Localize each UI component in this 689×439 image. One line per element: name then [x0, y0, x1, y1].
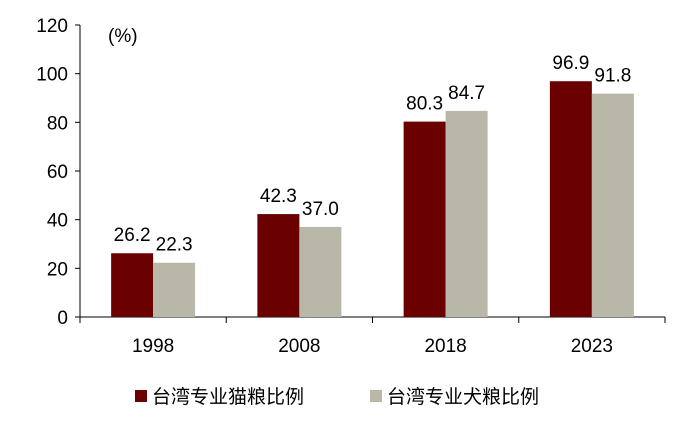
data-label: 42.3: [260, 186, 297, 207]
data-label: 91.8: [594, 66, 631, 87]
y-tick-label: 20: [47, 259, 68, 280]
data-label: 22.3: [156, 235, 193, 256]
x-tick-label: 1998: [132, 336, 174, 357]
y-tick-label: 0: [57, 308, 68, 329]
legend-label: 台湾专业犬粮比例: [387, 386, 539, 408]
y-tick-label: 120: [36, 16, 68, 37]
data-label: 37.0: [302, 199, 339, 220]
y-tick-label: 80: [47, 113, 68, 134]
legend: 台湾专业猫粮比例 台湾专业犬粮比例: [135, 386, 539, 408]
data-label: 96.9: [552, 53, 589, 74]
legend-swatch: [135, 390, 147, 402]
legend-swatch: [370, 390, 382, 402]
bar-dog-2023: [591, 93, 634, 318]
data-label: 26.2: [114, 225, 151, 246]
bar-cat-2008: [257, 214, 300, 317]
y-tick-label: 60: [47, 162, 68, 183]
data-label: 80.3: [406, 94, 443, 115]
bar-cat-1998: [111, 253, 154, 317]
x-tick-label: 2023: [571, 336, 613, 357]
x-tick-label: 2008: [278, 336, 320, 357]
bar-dog-1998: [153, 262, 196, 317]
y-tick-label: 100: [36, 65, 68, 86]
data-label: 84.7: [448, 83, 485, 104]
x-tick-label: 2018: [424, 336, 466, 357]
legend-label: 台湾专业猫粮比例: [152, 386, 304, 408]
bar-dog-2008: [299, 226, 342, 317]
bar-cat-2023: [549, 81, 592, 318]
unit-label: (%): [108, 26, 138, 47]
bar-cat-2018: [403, 121, 446, 317]
bar-dog-2018: [445, 110, 488, 317]
y-tick-label: 40: [47, 211, 68, 232]
